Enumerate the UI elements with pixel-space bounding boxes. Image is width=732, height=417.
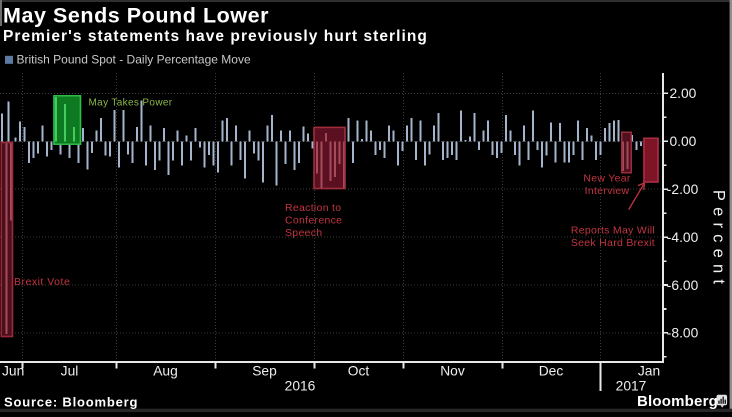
svg-text:-6.00: -6.00 — [667, 278, 699, 293]
svg-text:-4.00: -4.00 — [667, 230, 699, 245]
svg-text:Dec: Dec — [539, 364, 564, 379]
svg-text:Brexit Vote: Brexit Vote — [14, 276, 70, 288]
svg-text:May Sends Pound Lower: May Sends Pound Lower — [3, 4, 269, 28]
svg-text:2.00: 2.00 — [670, 86, 697, 101]
svg-text:Speech: Speech — [285, 227, 322, 239]
svg-text:Interview: Interview — [585, 185, 630, 197]
svg-text:Reports May Will: Reports May Will — [571, 225, 655, 237]
svg-text:Reaction to: Reaction to — [285, 202, 341, 214]
svg-text:Premier's statements have prev: Premier's statements have previously hur… — [3, 28, 428, 45]
svg-text:British Pound Spot - Daily Per: British Pound Spot - Daily Percentage Mo… — [17, 53, 251, 67]
svg-text:2016: 2016 — [285, 379, 316, 394]
svg-text:Percent: Percent — [710, 190, 728, 290]
svg-text:Aug: Aug — [153, 364, 178, 379]
svg-text:Conference: Conference — [285, 215, 342, 227]
svg-text:New Year: New Year — [583, 173, 631, 185]
svg-text:-2.00: -2.00 — [667, 182, 699, 197]
svg-text:Seek Hard Brexit: Seek Hard Brexit — [571, 237, 655, 249]
svg-text:Sep: Sep — [252, 364, 277, 379]
svg-text:Bloomberg: Bloomberg — [637, 393, 718, 410]
svg-text:Jul: Jul — [61, 364, 79, 379]
svg-text:Nov: Nov — [440, 364, 465, 379]
svg-text:Jan: Jan — [638, 364, 660, 379]
svg-text:Jun: Jun — [2, 364, 24, 379]
svg-text:0.00: 0.00 — [670, 134, 697, 149]
svg-text:May Takes Power: May Takes Power — [89, 98, 173, 109]
svg-text:Source: Bloomberg: Source: Bloomberg — [4, 395, 138, 410]
svg-text:2017: 2017 — [616, 379, 647, 394]
svg-text:-8.00: -8.00 — [667, 326, 699, 341]
svg-text:Oct: Oct — [348, 364, 370, 379]
